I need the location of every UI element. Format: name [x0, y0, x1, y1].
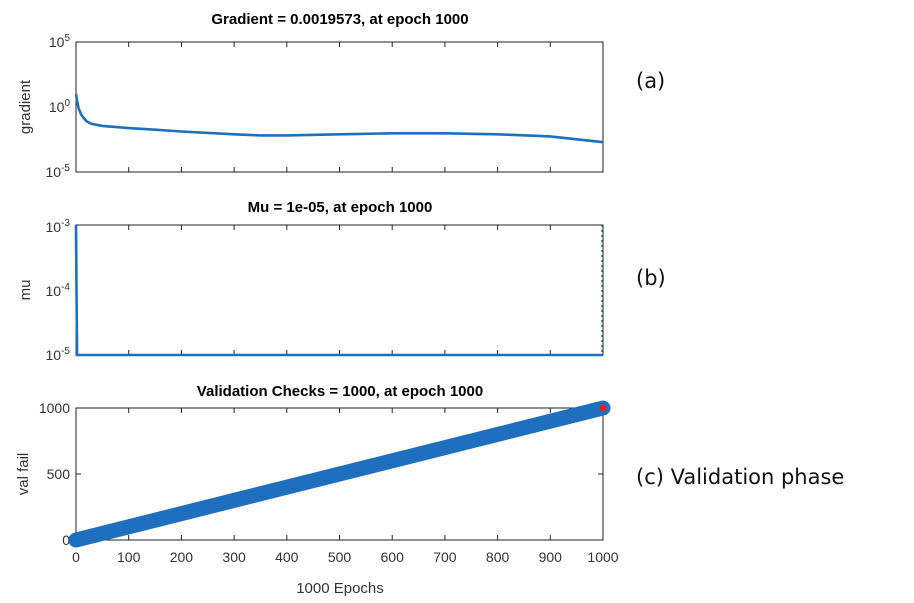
mu-axes-box — [75, 224, 604, 356]
validation-series-markers — [68, 400, 611, 548]
x-tick-label: 300 — [222, 549, 246, 565]
x-tick-label: 100 — [117, 549, 141, 565]
validation-y-ticks: 0 500 1000 — [39, 400, 603, 548]
validation-x-ticks: 0 100 200 300 400 500 600 700 800 900 1000 — [72, 408, 619, 565]
y-tick-label: 500 — [47, 466, 71, 482]
x-tick-label: 200 — [170, 549, 194, 565]
gradient-ytick-label: 105 — [49, 33, 71, 50]
y-tick-label: 1000 — [39, 400, 70, 416]
panel-a-label: (a) — [636, 69, 665, 93]
panel-c-label: (c) Validation phase — [636, 465, 844, 489]
validation-x-axis-label: 1000 Epochs — [296, 580, 384, 597]
mu-ytick-label: 10-4 — [46, 282, 71, 299]
gradient-y-axis-label: gradient — [17, 79, 34, 134]
mu-title: Mu = 1e-05, at epoch 1000 — [248, 199, 433, 216]
validation-y-axis-label: val fail — [15, 453, 32, 496]
x-tick-label: 400 — [275, 549, 299, 565]
x-tick-label: 600 — [381, 549, 405, 565]
panel-b-label: (b) — [636, 266, 666, 290]
gradient-title: Gradient = 0.0019573, at epoch 1000 — [211, 11, 468, 28]
mu-series-line — [74, 224, 603, 357]
gradient-axes-box — [75, 41, 604, 173]
panel-gradient: Gradient = 0.0019573, at epoch 1000 105 … — [17, 11, 665, 180]
gradient-ytick-label: 10-5 — [46, 163, 71, 180]
x-tick-label: 0 — [72, 549, 80, 565]
x-tick-label: 500 — [328, 549, 352, 565]
gradient-series-line — [74, 93, 604, 144]
panel-mu: Mu = 1e-05, at epoch 1000 10-3 10-4 10-5… — [17, 199, 666, 363]
gradient-x-ticks — [75, 42, 604, 172]
mu-y-axis-label: mu — [17, 280, 34, 301]
validation-best-point — [599, 404, 607, 412]
x-tick-label: 700 — [433, 549, 457, 565]
mu-ytick-label: 10-3 — [46, 218, 71, 235]
x-tick-label: 900 — [539, 549, 563, 565]
x-tick-label: 800 — [486, 549, 510, 565]
validation-title: Validation Checks = 1000, at epoch 1000 — [197, 383, 483, 400]
y-tick-label: 0 — [62, 532, 70, 548]
x-tick-label: 1000 — [587, 549, 618, 565]
gradient-ytick-label: 100 — [49, 98, 71, 115]
mu-x-ticks — [75, 225, 604, 355]
mu-ytick-label: 10-5 — [46, 346, 71, 363]
panel-validation: Validation Checks = 1000, at epoch 1000 … — [15, 383, 844, 597]
